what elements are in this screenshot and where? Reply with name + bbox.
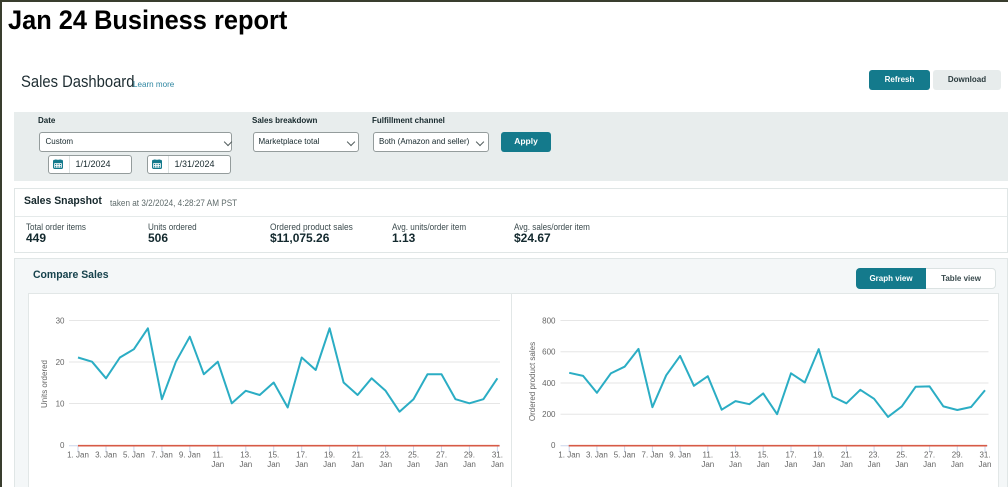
svg-text:Jan: Jan: [435, 460, 448, 469]
svg-text:3. Jan: 3. Jan: [95, 451, 117, 460]
svg-text:23.: 23.: [869, 451, 880, 460]
svg-text:Jan: Jan: [323, 460, 336, 469]
svg-text:Jan: Jan: [407, 460, 420, 469]
svg-text:Jan: Jan: [211, 460, 224, 469]
svg-text:Jan: Jan: [267, 460, 280, 469]
svg-text:20: 20: [56, 358, 65, 367]
svg-text:17.: 17.: [296, 451, 307, 460]
svg-text:Jan: Jan: [785, 460, 798, 469]
svg-text:Jan: Jan: [812, 460, 825, 469]
svg-text:0: 0: [60, 441, 65, 450]
svg-text:17.: 17.: [785, 451, 796, 460]
svg-text:600: 600: [542, 348, 556, 357]
svg-text:Jan: Jan: [239, 460, 252, 469]
svg-text:15.: 15.: [758, 451, 769, 460]
svg-text:Jan: Jan: [729, 460, 742, 469]
svg-text:9. Jan: 9. Jan: [179, 451, 201, 460]
svg-text:23.: 23.: [380, 451, 391, 460]
svg-text:5. Jan: 5. Jan: [614, 451, 636, 460]
svg-text:Jan: Jan: [295, 460, 308, 469]
svg-text:Jan: Jan: [840, 460, 853, 469]
svg-text:Ordered product sales: Ordered product sales: [528, 342, 537, 421]
svg-text:10: 10: [56, 399, 65, 408]
svg-text:200: 200: [542, 410, 556, 419]
svg-text:15.: 15.: [268, 451, 279, 460]
svg-text:5. Jan: 5. Jan: [123, 451, 145, 460]
svg-text:Jan: Jan: [351, 460, 364, 469]
svg-text:1. Jan: 1. Jan: [558, 451, 580, 460]
svg-text:Jan: Jan: [757, 460, 770, 469]
svg-text:Jan: Jan: [701, 460, 714, 469]
svg-text:7. Jan: 7. Jan: [151, 451, 173, 460]
svg-text:13.: 13.: [240, 451, 251, 460]
svg-text:Jan: Jan: [868, 460, 881, 469]
svg-text:1. Jan: 1. Jan: [67, 451, 89, 460]
svg-text:21.: 21.: [352, 451, 363, 460]
svg-text:27.: 27.: [436, 451, 447, 460]
svg-text:Jan: Jan: [979, 460, 992, 469]
svg-text:11.: 11.: [703, 451, 714, 460]
svg-text:31.: 31.: [979, 451, 990, 460]
svg-text:30: 30: [56, 316, 65, 325]
svg-text:11.: 11.: [213, 451, 224, 460]
svg-text:Jan: Jan: [923, 460, 936, 469]
svg-text:400: 400: [542, 379, 556, 388]
svg-text:21.: 21.: [841, 451, 852, 460]
svg-text:Jan: Jan: [379, 460, 392, 469]
svg-text:Units ordered: Units ordered: [40, 360, 49, 408]
svg-text:27.: 27.: [924, 451, 935, 460]
svg-text:29.: 29.: [952, 451, 963, 460]
svg-text:13.: 13.: [730, 451, 741, 460]
svg-text:800: 800: [542, 316, 556, 325]
svg-text:19.: 19.: [324, 451, 335, 460]
svg-text:0: 0: [551, 441, 556, 450]
svg-text:19.: 19.: [813, 451, 824, 460]
svg-text:Jan: Jan: [951, 460, 964, 469]
svg-text:9. Jan: 9. Jan: [669, 451, 691, 460]
svg-text:3. Jan: 3. Jan: [586, 451, 608, 460]
svg-text:Jan: Jan: [463, 460, 476, 469]
svg-text:31.: 31.: [492, 451, 503, 460]
svg-text:25.: 25.: [408, 451, 419, 460]
svg-text:Jan: Jan: [895, 460, 908, 469]
svg-text:7. Jan: 7. Jan: [642, 451, 664, 460]
svg-text:25.: 25.: [896, 451, 907, 460]
svg-text:Jan: Jan: [491, 460, 504, 469]
svg-text:29.: 29.: [464, 451, 475, 460]
